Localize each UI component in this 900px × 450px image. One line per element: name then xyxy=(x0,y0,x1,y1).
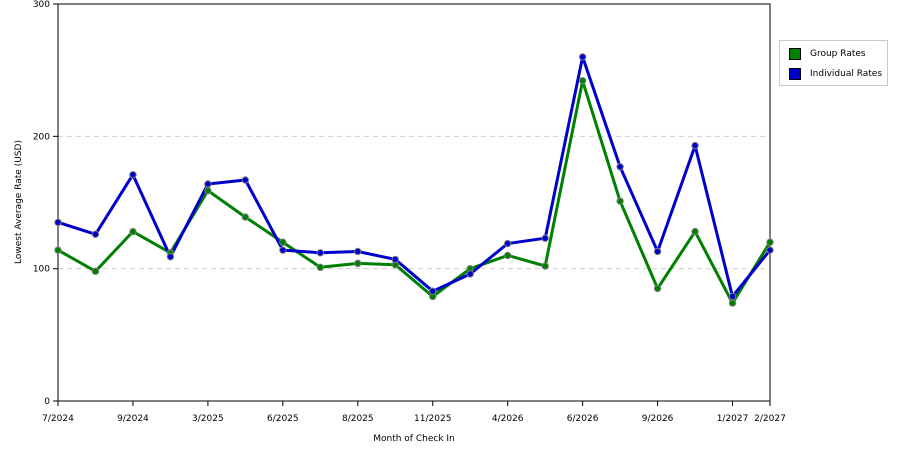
data-point-group-rates xyxy=(766,238,774,246)
x-tick-label: 8/2025 xyxy=(342,414,374,424)
series-group xyxy=(54,53,774,307)
data-point-group-rates xyxy=(91,267,100,276)
data-point-individual-rates xyxy=(54,218,62,227)
data-point-group-rates xyxy=(728,299,737,307)
data-point-group-rates xyxy=(354,259,362,268)
data-point-individual-rates xyxy=(466,270,474,278)
legend-label-individual-rates: Individual Rates xyxy=(810,69,883,79)
data-point-individual-rates xyxy=(241,176,250,184)
legend-item-individual-rates: Individual Rates xyxy=(789,67,882,81)
y-tick-label: 100 xyxy=(33,265,50,275)
data-point-individual-rates xyxy=(578,53,587,61)
y-tick-label: 0 xyxy=(44,397,50,407)
y-axis-title: Lowest Average Rate (USD) xyxy=(14,140,24,264)
data-point-individual-rates xyxy=(316,249,325,257)
data-point-individual-rates xyxy=(279,246,287,254)
data-point-individual-rates xyxy=(653,247,662,256)
data-point-group-rates xyxy=(241,213,250,221)
x-axis-ticks: 7/2024 9/2024 3/2025 6/2025 8/2025 11/2025 4/2… xyxy=(42,401,786,424)
x-tick-label: 2/2027 xyxy=(754,414,786,424)
plot-area-border xyxy=(57,3,771,402)
x-tick-label: 3/2025 xyxy=(192,414,224,424)
data-point-individual-rates xyxy=(503,239,512,248)
legend-swatch-group-rates xyxy=(789,48,801,60)
y-tick-label: 200 xyxy=(33,132,50,142)
x-axis-title: Month of Check In xyxy=(373,434,455,444)
data-point-group-rates xyxy=(279,238,287,246)
data-point-group-rates xyxy=(129,227,137,236)
legend-item-group-rates: Group Rates xyxy=(789,47,866,61)
x-tick-label: 6/2025 xyxy=(267,414,299,424)
data-point-individual-rates xyxy=(391,255,399,264)
x-tick-label: 9/2026 xyxy=(642,414,674,424)
data-point-group-rates xyxy=(616,197,624,205)
y-tick-label: 300 xyxy=(33,0,50,10)
legend: Group Rates Individual Rates xyxy=(779,40,888,86)
y-axis-ticks: 0 100 200 300 xyxy=(33,0,58,407)
data-point-group-rates xyxy=(316,263,325,272)
data-point-individual-rates xyxy=(691,141,699,150)
data-point-individual-rates xyxy=(616,163,624,171)
data-point-individual-rates xyxy=(166,253,175,261)
data-point-group-rates xyxy=(204,186,212,195)
x-tick-label: 9/2024 xyxy=(117,414,149,424)
data-point-individual-rates xyxy=(541,234,549,242)
series-line-group-rates xyxy=(57,79,772,305)
data-point-group-rates xyxy=(653,284,662,293)
data-point-individual-rates xyxy=(728,292,737,301)
data-point-individual-rates xyxy=(766,246,774,254)
x-tick-label: 11/2025 xyxy=(414,414,451,424)
data-point-group-rates xyxy=(541,262,549,270)
grid-lines xyxy=(58,135,770,270)
data-point-individual-rates xyxy=(354,247,362,256)
data-point-group-rates xyxy=(578,77,587,85)
x-tick-label: 6/2026 xyxy=(567,414,599,424)
data-point-individual-rates xyxy=(129,171,137,179)
x-tick-label: 7/2024 xyxy=(42,414,74,424)
data-point-individual-rates xyxy=(91,230,100,238)
x-tick-label: 4/2026 xyxy=(492,414,524,424)
data-point-group-rates xyxy=(503,251,512,260)
data-point-group-rates xyxy=(54,246,62,254)
legend-label-group-rates: Group Rates xyxy=(810,49,866,59)
data-point-group-rates xyxy=(691,227,699,236)
data-point-individual-rates xyxy=(429,287,437,295)
x-tick-label: 1/2027 xyxy=(717,414,749,424)
data-point-individual-rates xyxy=(204,180,212,188)
axes xyxy=(57,3,771,402)
legend-swatch-individual-rates xyxy=(789,68,801,80)
series-line-individual-rates xyxy=(57,55,772,298)
